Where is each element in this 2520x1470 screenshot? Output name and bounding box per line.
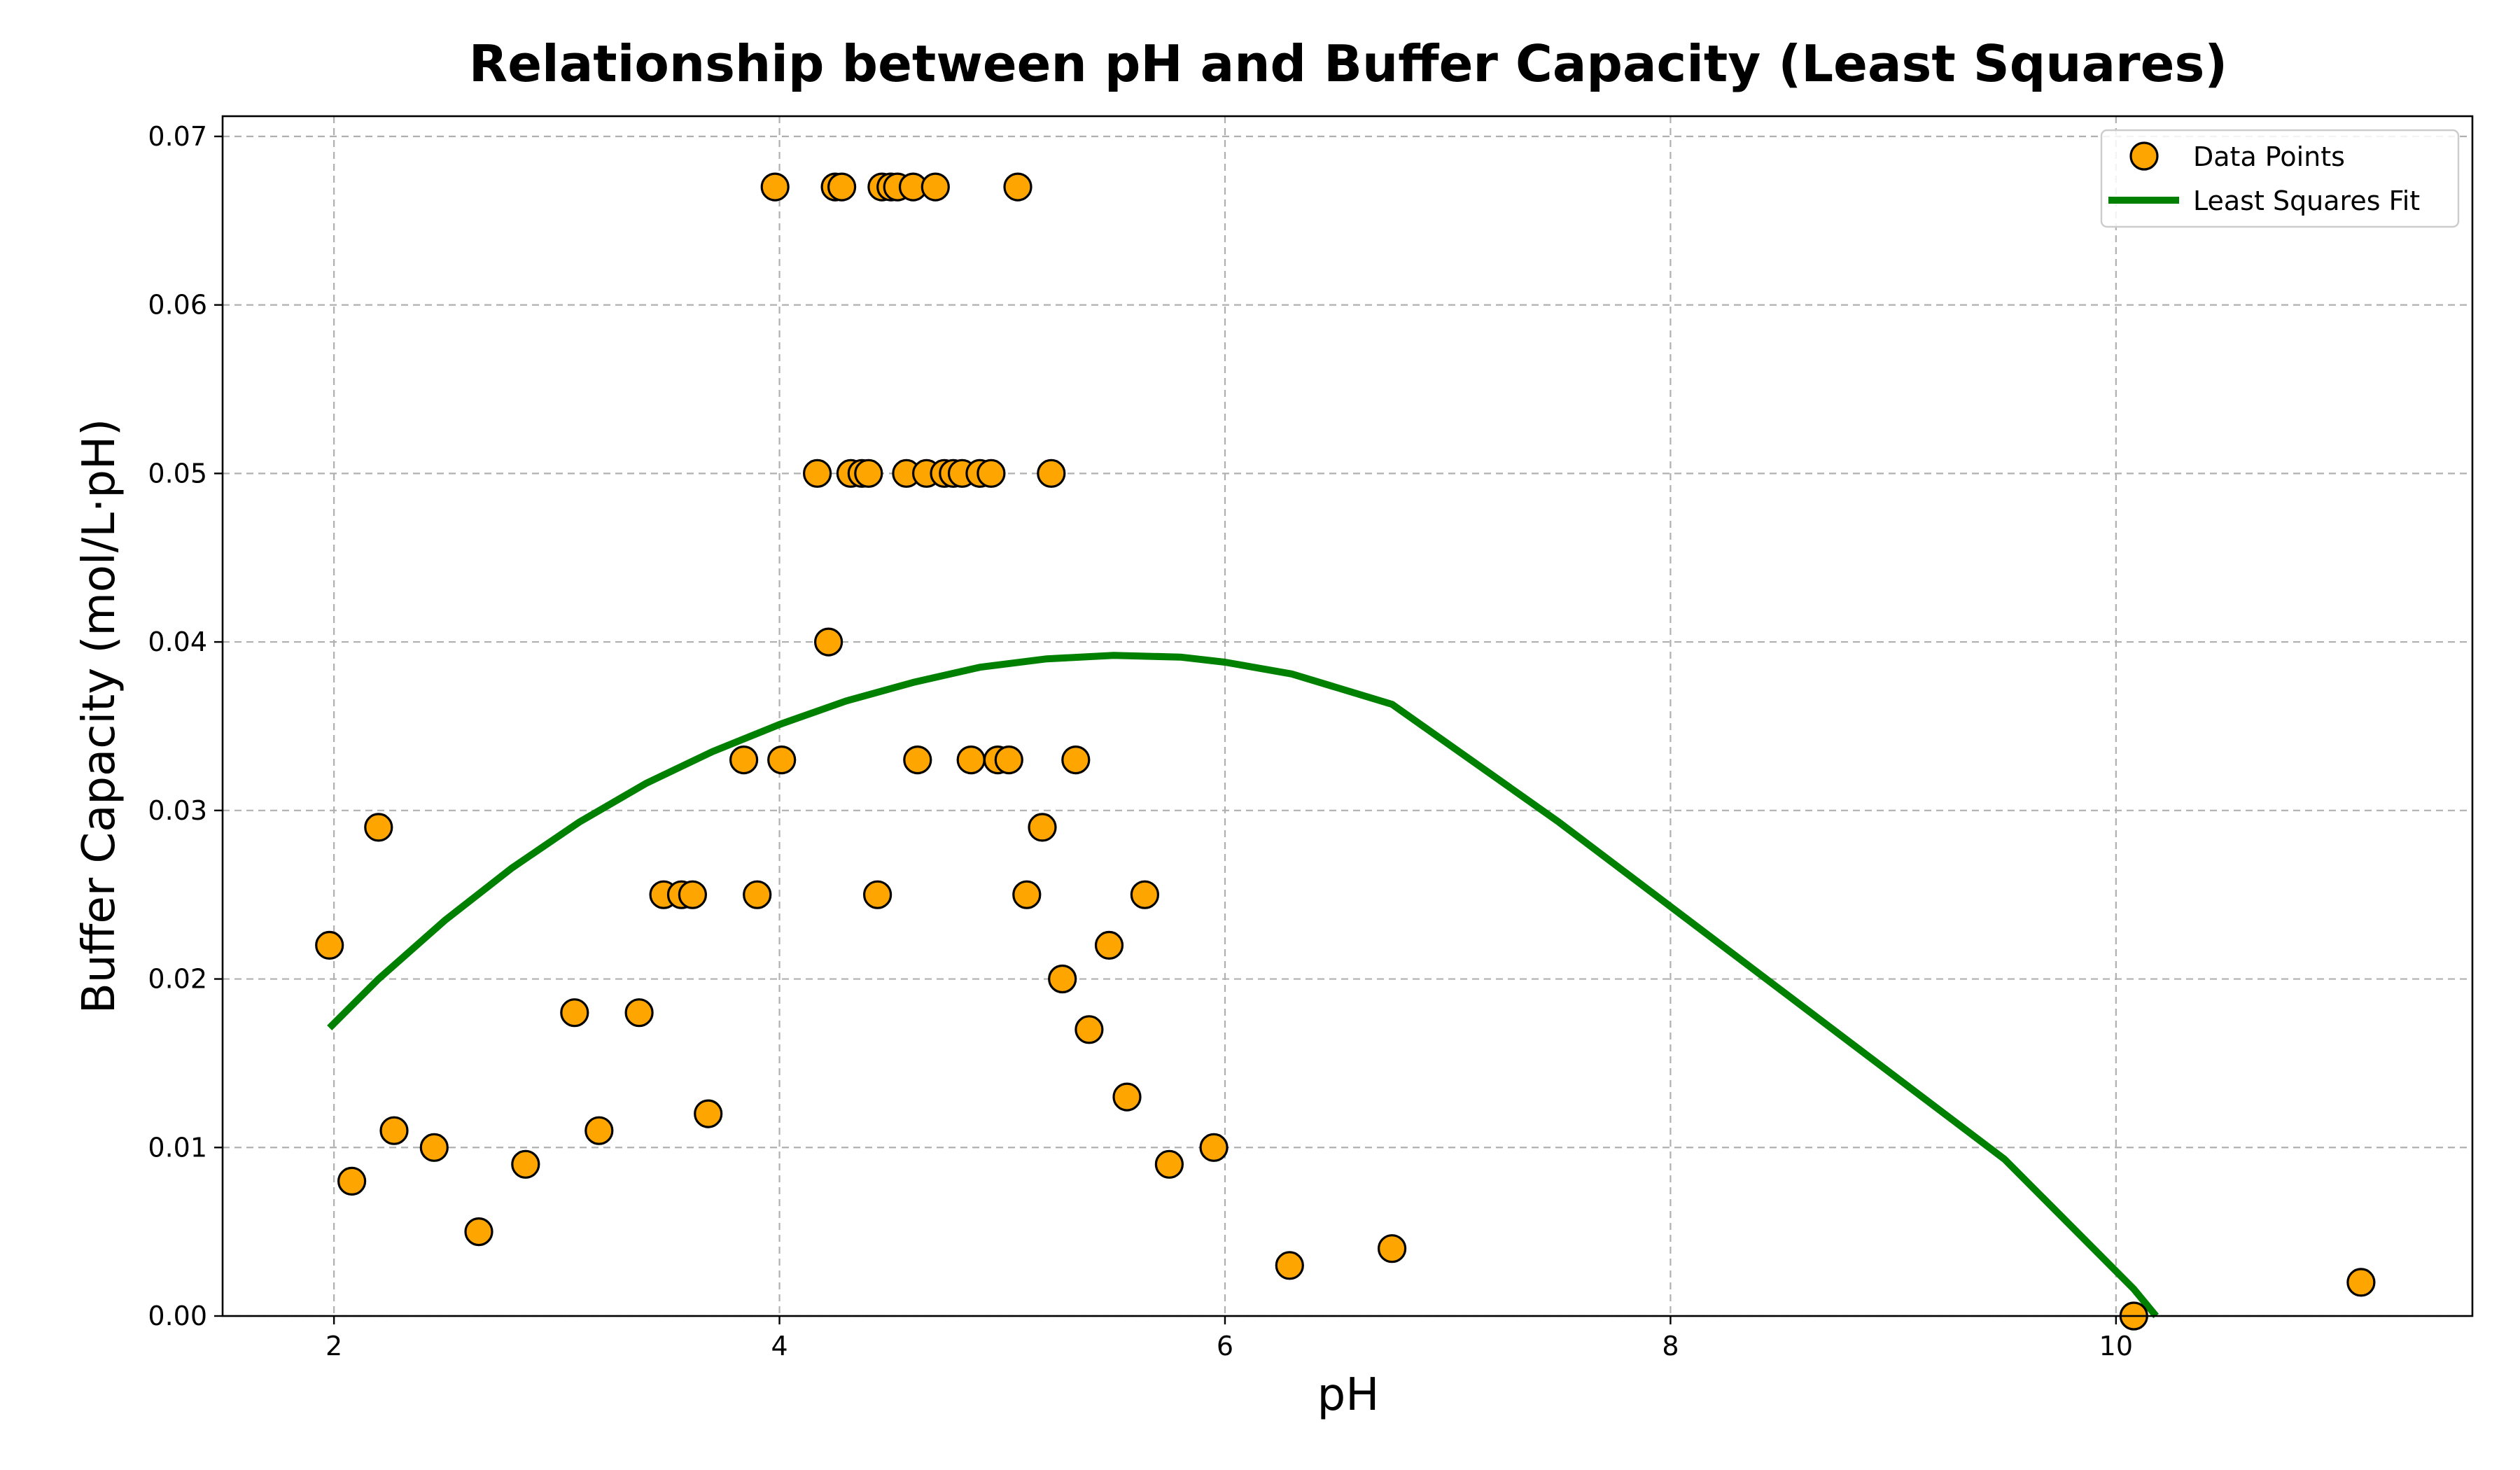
plot-frame: [221, 115, 2474, 1317]
x-tick-label: 10: [2099, 1331, 2133, 1362]
data-point: [1074, 1015, 1104, 1044]
data-point: [956, 745, 986, 775]
legend-data-points-swatch: [2129, 141, 2159, 171]
y-axis-label: Buffer Capacity (mol/L·pH): [74, 419, 125, 1014]
data-point: [903, 745, 932, 775]
x-tick-label: 8: [1662, 1331, 1679, 1362]
data-point: [767, 745, 797, 775]
legend: Data Points Least Squares Fit: [2100, 129, 2460, 228]
data-point: [1012, 880, 1042, 909]
y-tick-label: 0.00: [148, 1301, 207, 1331]
legend-box: [2100, 129, 2460, 228]
x-axis-ticks: 2 4 6 8 10: [326, 1316, 2133, 1362]
y-tick-label: 0.04: [148, 626, 207, 657]
data-point: [994, 745, 1023, 775]
y-tick-label: 0.07: [148, 121, 207, 152]
x-tick-label: 6: [1217, 1331, 1233, 1362]
data-point: [1028, 813, 1057, 842]
data-point: [1112, 1082, 1142, 1112]
y-tick-label: 0.06: [148, 290, 207, 321]
data-point: [337, 1166, 367, 1196]
data-point: [1061, 745, 1091, 775]
data-point: [419, 1133, 449, 1162]
data-point: [1094, 930, 1124, 960]
data-point: [379, 1116, 409, 1145]
legend-fit-label: Least Squares Fit: [2193, 186, 2420, 216]
grid: [223, 116, 2472, 1317]
y-tick-label: 0.03: [148, 795, 207, 826]
y-axis-ticks: 0.00 0.01 0.02 0.03 0.04 0.05 0.06 0.07: [148, 121, 223, 1331]
data-point: [1048, 964, 1077, 994]
chart-title: Relationship between pH and Buffer Capac…: [469, 34, 2227, 93]
data-point: [802, 458, 832, 488]
data-point: [1003, 172, 1032, 202]
data-point: [976, 458, 1006, 488]
data-point: [729, 745, 759, 775]
data-point: [315, 930, 344, 960]
y-tick-label: 0.02: [148, 964, 207, 995]
x-tick-label: 2: [326, 1331, 342, 1362]
data-point: [813, 627, 844, 657]
data-point: [1199, 1133, 1228, 1162]
data-point: [854, 458, 883, 488]
legend-data-points-label: Data Points: [2193, 141, 2345, 172]
x-axis-label: pH: [1317, 1369, 1380, 1421]
data-point: [1130, 880, 1160, 909]
x-tick-label: 4: [771, 1331, 788, 1362]
data-point: [464, 1217, 493, 1247]
data-point: [560, 998, 589, 1028]
data-point: [694, 1099, 723, 1128]
y-tick-label: 0.01: [148, 1132, 207, 1163]
data-point: [1275, 1251, 1304, 1280]
fit-line-layer: [327, 652, 2159, 1319]
data-point: [760, 172, 790, 202]
data-point: [624, 998, 654, 1028]
data-point: [1037, 458, 1066, 488]
data-points-layer: [315, 172, 2376, 1331]
data-point: [584, 1116, 614, 1145]
data-point: [743, 880, 772, 909]
y-tick-label: 0.05: [148, 458, 207, 489]
data-point: [511, 1149, 540, 1179]
data-point: [862, 880, 892, 909]
data-point: [678, 880, 708, 909]
least-squares-fit-line: [327, 652, 2159, 1319]
data-point: [364, 813, 393, 842]
data-point: [1377, 1234, 1407, 1264]
data-point: [2346, 1268, 2376, 1297]
data-point: [1154, 1149, 1184, 1179]
data-point: [920, 172, 950, 202]
data-point: [827, 172, 857, 202]
